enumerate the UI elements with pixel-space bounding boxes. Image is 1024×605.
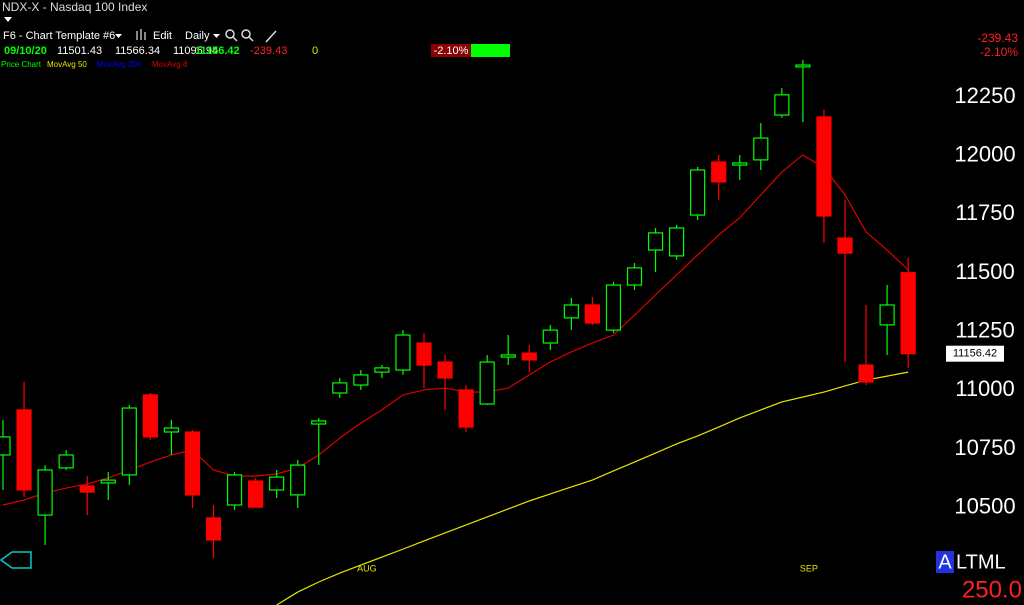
right-change: -239.43 [977, 31, 1018, 45]
candle-body [226, 474, 243, 506]
candle-body [100, 479, 116, 484]
price-tag-label: 11156.42 [953, 348, 997, 360]
candle-body [163, 427, 179, 433]
candle-body [58, 454, 74, 469]
y-tick-label: 10500 [954, 494, 1015, 519]
bars-icon[interactable] [136, 29, 146, 40]
candle-body [79, 485, 95, 493]
candle-body [584, 304, 601, 324]
x-tick-label: SEP [800, 563, 818, 573]
candle-body [647, 232, 664, 251]
candle-body [437, 361, 453, 379]
y-tick-label: 12250 [954, 83, 1015, 108]
bar-close: 11156.42 [195, 45, 240, 57]
legend-price: Price Chart [1, 60, 42, 69]
change-bar [471, 44, 510, 57]
candle-body [269, 476, 285, 491]
candle-body [205, 517, 222, 541]
symbol-title: NDX-X - Nasdaq 100 Index [2, 0, 147, 14]
dropdown-icon[interactable] [213, 34, 220, 38]
candle-body [605, 284, 622, 331]
y-tick-label: 11000 [955, 376, 1015, 401]
bar-high: 11566.34 [115, 45, 160, 57]
candle-body [858, 364, 874, 383]
corner-scale: 250.0 [962, 576, 1022, 603]
candle-body [416, 342, 432, 366]
candle-body [753, 137, 769, 161]
candle-body [332, 382, 348, 394]
legend-entry: MovAvg 200 [97, 60, 142, 69]
bar-volume: 0 [312, 45, 318, 57]
draw-tool-icon[interactable] [265, 30, 277, 43]
candle-body [774, 94, 790, 116]
bar-date: 09/10/20 [4, 45, 47, 57]
candle-body [0, 436, 11, 456]
legend-entry: MovAvg 50 [47, 60, 87, 69]
zoom-in-icon[interactable] [225, 29, 238, 42]
candle-body [668, 227, 685, 257]
candle-body [290, 464, 306, 496]
candle-body [479, 361, 495, 405]
corner-letter: A [938, 551, 952, 573]
dropdown-icon[interactable] [115, 34, 122, 38]
candle-body [711, 161, 727, 183]
price-tag [946, 345, 1004, 362]
candle-body [37, 469, 53, 516]
zoom-out-icon[interactable] [241, 29, 254, 42]
right-change-percent: -2.10% [980, 45, 1018, 59]
bar-low: 11095.94 [173, 45, 218, 57]
x-tick-label: AUG [357, 563, 377, 573]
bar-change: -239.43 [250, 45, 287, 57]
candle-body [521, 352, 537, 361]
bar-open: 11501.43 [57, 45, 102, 57]
legend-entry: MovAvg 8 [152, 60, 188, 69]
candle-body [142, 394, 158, 438]
candle-body [184, 431, 201, 496]
corner-box [936, 551, 954, 573]
corner-letters: LTML [956, 551, 1006, 573]
candle-body [837, 237, 853, 254]
candle-body [795, 64, 811, 68]
candle-body [900, 272, 916, 355]
candle-body [816, 116, 832, 217]
change-percent: -2.10% [434, 45, 469, 57]
edit-button[interactable]: Edit [153, 30, 172, 42]
candle-body [500, 354, 516, 358]
moving-average-line [276, 371, 909, 605]
scroll-marker[interactable] [0, 551, 32, 569]
change-box [431, 44, 471, 57]
candle-body [16, 409, 32, 491]
y-tick-label: 11750 [955, 200, 1015, 225]
candle-body [690, 169, 706, 216]
y-tick-label: 11500 [955, 259, 1015, 284]
candle-body [374, 367, 390, 373]
template-menu[interactable]: F6 - Chart Template #6 [3, 30, 115, 42]
moving-average-line [2, 154, 909, 506]
y-tick-label: 10750 [954, 435, 1015, 460]
candle-body [311, 420, 327, 425]
candle-body [121, 407, 137, 476]
candle-body [563, 304, 579, 319]
candle-body [626, 267, 643, 286]
y-tick-label: 12000 [954, 141, 1015, 166]
y-tick-label: 11250 [955, 318, 1015, 343]
candle-body [732, 162, 748, 166]
candle-body [542, 329, 558, 344]
candle-body [248, 480, 264, 508]
dropdown-icon[interactable] [4, 17, 12, 22]
candle-body [458, 389, 474, 428]
candle-body [879, 304, 895, 326]
candle-body [353, 374, 369, 386]
period-menu[interactable]: Daily [185, 30, 210, 42]
candle-body [395, 334, 411, 371]
